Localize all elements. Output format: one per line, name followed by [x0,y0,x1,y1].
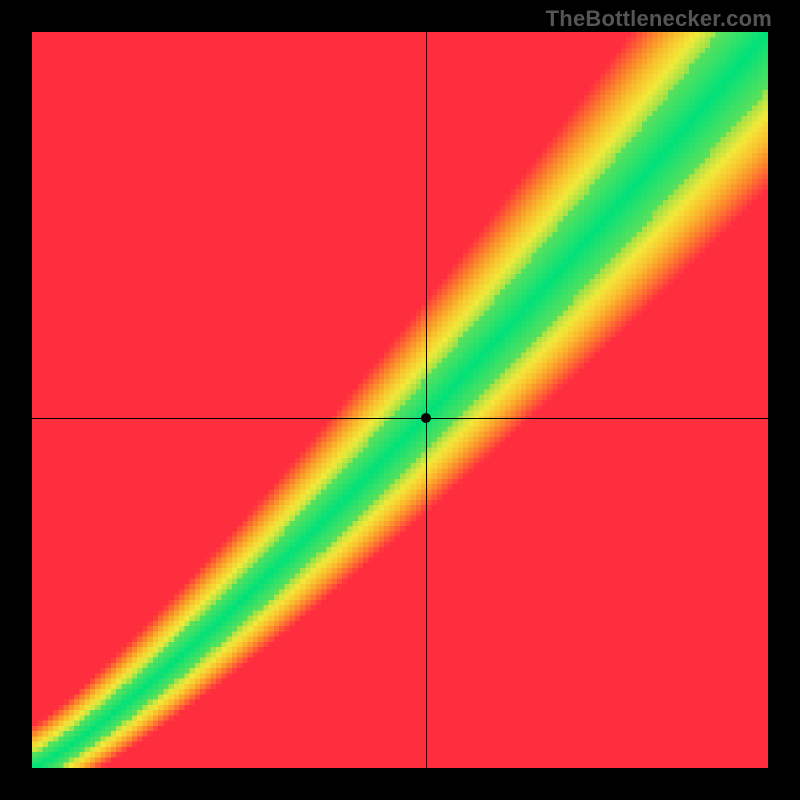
watermark-text: TheBottlenecker.com [546,6,772,32]
plot-area [32,32,768,768]
crosshair-marker-dot [421,413,431,423]
crosshair-horizontal [32,418,768,419]
bottleneck-heatmap [32,32,768,768]
crosshair-vertical [426,32,427,768]
chart-container: TheBottlenecker.com [0,0,800,800]
